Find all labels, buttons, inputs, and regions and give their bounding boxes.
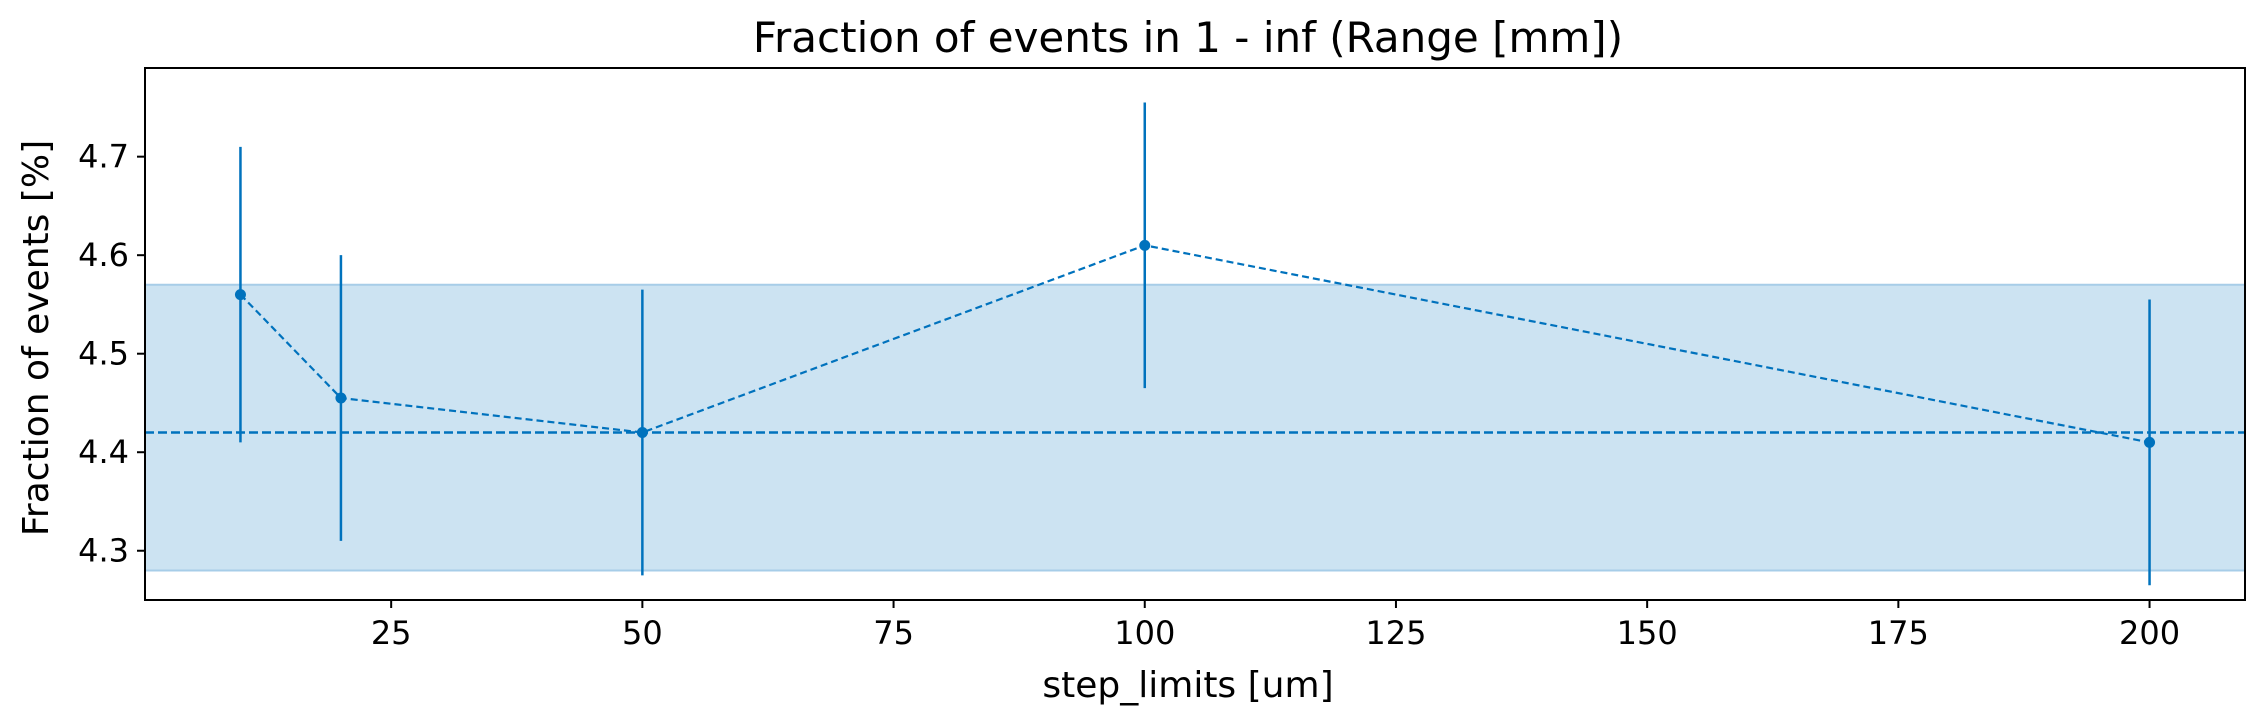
data-point (335, 392, 347, 404)
y-tick-label: 4.5 (78, 335, 129, 373)
plot-frame (144, 67, 2246, 601)
x-axis-label: step_limits [um] (1042, 665, 1333, 706)
y-tick-label: 4.6 (78, 236, 129, 274)
plot-area (145, 102, 2245, 586)
y-tick-label: 4.4 (78, 433, 129, 471)
data-point (636, 427, 648, 439)
x-tick-label: 150 (1617, 614, 1678, 652)
x-tick-label: 50 (622, 614, 663, 652)
band-fill (145, 284, 2245, 571)
x-tick-label: 200 (2119, 614, 2180, 652)
y-tick-label: 4.3 (78, 532, 129, 570)
data-point (2144, 436, 2156, 448)
x-tick-label: 125 (1365, 614, 1426, 652)
y-axis-label: Fraction of events [%] (16, 140, 57, 536)
data-point (234, 289, 246, 301)
x-tick-label: 175 (1868, 614, 1929, 652)
x-tick-label: 25 (371, 614, 412, 652)
axes: 25 50 75 100 125 150 175 200 4.3 4.4 4.5 4.6 4.7 (78, 67, 2246, 652)
x-tick-label: 75 (873, 614, 914, 652)
x-tick-label: 100 (1114, 614, 1175, 652)
data-point (1139, 239, 1151, 251)
chart-title: Fraction of events in 1 - inf (Range [mm… (753, 13, 1623, 62)
y-tick-label: 4.7 (78, 138, 129, 176)
series-line (239, 244, 2150, 444)
